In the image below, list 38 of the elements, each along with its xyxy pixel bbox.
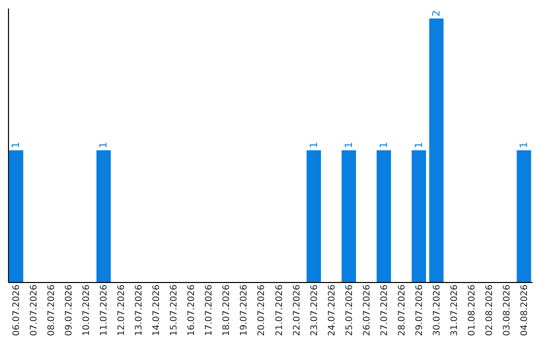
data-label: 1 bbox=[414, 142, 425, 148]
x-tick-label: 20.07.2026 bbox=[257, 284, 268, 336]
data-label: 1 bbox=[344, 142, 355, 148]
x-tick-label: 28.07.2026 bbox=[397, 284, 408, 336]
x-tick-label: 27.07.2026 bbox=[380, 284, 390, 336]
x-tick-label: 04.08.2026 bbox=[520, 284, 530, 336]
x-tick-label: 03.08.2026 bbox=[502, 284, 512, 336]
data-label: 1 bbox=[518, 142, 530, 148]
x-tick-label: 18.07.2026 bbox=[222, 284, 232, 336]
x-tick-label: 14.07.2026 bbox=[152, 284, 162, 336]
x-tick-label: 31.07.2026 bbox=[450, 284, 460, 336]
x-tick-label: 30.07.2026 bbox=[432, 284, 442, 336]
data-label: 1 bbox=[11, 142, 22, 148]
x-tick-label: 26.07.2026 bbox=[362, 284, 372, 336]
data-label: 1 bbox=[308, 142, 320, 148]
x-tick-label: 11.07.2026 bbox=[100, 284, 110, 336]
x-tick-label: 15.07.2026 bbox=[170, 284, 180, 336]
x-tick-label: 25.07.2026 bbox=[344, 284, 355, 336]
x-tick-label: 21.07.2026 bbox=[274, 284, 285, 336]
data-label: 2 bbox=[431, 10, 442, 17]
x-tick-label: 02.08.2026 bbox=[484, 284, 495, 336]
x-tick-label: 13.07.2026 bbox=[134, 284, 145, 336]
x-tick-label: 17.07.2026 bbox=[204, 284, 215, 336]
x-tick-label: 07.07.2026 bbox=[30, 284, 40, 336]
x-tick-label: 29.07.2026 bbox=[414, 284, 425, 336]
x-tick-label: 24.07.2026 bbox=[327, 284, 338, 336]
x-tick-label: 12.07.2026 bbox=[117, 284, 128, 336]
data-label: 1 bbox=[378, 142, 390, 148]
data-label: 1 bbox=[98, 142, 110, 148]
x-tick-label: 09.07.2026 bbox=[64, 284, 75, 336]
x-tick-label: 23.07.2026 bbox=[310, 284, 320, 336]
x-tick-label: 22.07.2026 bbox=[292, 284, 302, 336]
x-tick-label: 01.08.2026 bbox=[467, 284, 478, 336]
x-tick-label: 06.07.2026 bbox=[12, 284, 22, 336]
x-tick-label: 10.07.2026 bbox=[82, 284, 92, 336]
x-tick-label: 19.07.2026 bbox=[240, 284, 250, 336]
x-tick-label: 16.07.2026 bbox=[187, 284, 198, 336]
x-tick-label: 08.07.2026 bbox=[47, 284, 58, 336]
